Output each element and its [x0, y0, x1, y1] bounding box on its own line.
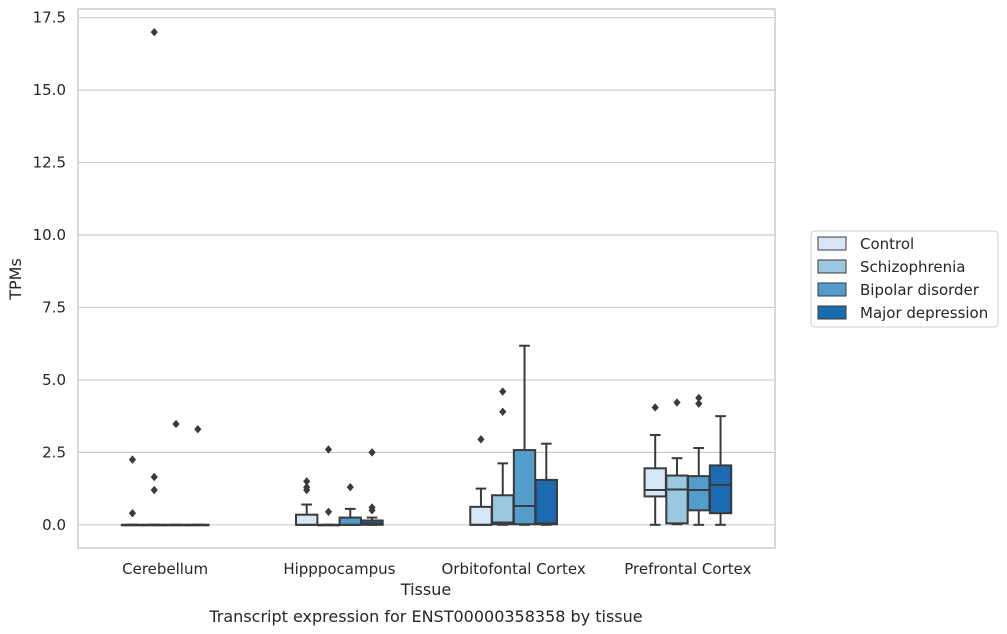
legend-frame: [810, 230, 999, 328]
outlier-point: [324, 507, 333, 516]
outlier-point: [128, 455, 137, 464]
box-schizophrenia: [142, 27, 166, 527]
outlier-point: [150, 472, 158, 482]
outlier-point: [324, 445, 333, 454]
x-axis-label: Tissue: [400, 580, 451, 599]
box-iqr: [512, 449, 537, 526]
legend-swatch: [817, 305, 847, 320]
outlier-point: [346, 482, 354, 492]
outlier-point: [150, 27, 158, 37]
outlier-point: [194, 424, 202, 434]
y-tick-label: 10.0: [33, 226, 66, 244]
legend-label: Major depression: [860, 304, 988, 322]
y-tick-label: 0.0: [42, 516, 66, 534]
box-iqr: [295, 513, 319, 526]
outlier-point: [477, 435, 485, 444]
x-tick-label: Orbitofontal Cortex: [442, 560, 586, 578]
y-tick-label: 7.5: [42, 298, 66, 316]
outlier-point: [303, 482, 311, 492]
box-control: [469, 435, 493, 526]
box-iqr: [643, 467, 667, 498]
outlier-point: [651, 403, 659, 412]
box-series: [120, 27, 733, 527]
box-control: [295, 477, 319, 526]
outlier-point: [499, 387, 507, 396]
legend-label: Control: [860, 235, 914, 253]
box-bipolar-disorder: [687, 393, 711, 526]
box-major-depression: [708, 415, 733, 526]
outlier-point: [172, 419, 180, 429]
legend-label: Bipolar disorder: [860, 281, 980, 299]
outlier-point: [673, 398, 681, 407]
plot-area-frame: [77, 8, 776, 549]
box-iqr: [665, 474, 689, 525]
outlier-point: [303, 477, 311, 486]
y-tick-label: 17.5: [33, 9, 66, 27]
outlier-point: [695, 393, 703, 403]
outlier-point: [150, 485, 158, 495]
y-tick-label: 5.0: [42, 371, 66, 389]
x-tick-label: Hipppocampus: [283, 560, 395, 578]
y-tick-labels: 0.0 2.5 5.0 7.5 10.0 12.5 15.0 17.5: [33, 9, 66, 534]
y-tick-label: 2.5: [42, 443, 66, 461]
box-iqr: [534, 478, 558, 526]
outlier-point: [368, 448, 376, 457]
grid-lines: [78, 17, 775, 526]
outlier-point: [499, 407, 507, 417]
y-tick-label: 12.5: [33, 154, 66, 172]
legend-swatch: [817, 236, 847, 251]
legend: Control Schizophrenia Bipolar disorder Majo…: [810, 230, 999, 328]
box-schizophrenia: [665, 398, 689, 526]
x-tick-labels: Cerebellum Hipppocampus Orbitofontal Corte…: [122, 560, 751, 578]
y-axis-label: TPMs: [6, 258, 25, 301]
box-iqr: [469, 505, 493, 526]
legend-swatch: [817, 259, 847, 274]
legend-label: Schizophrenia: [860, 258, 965, 276]
box-control: [120, 455, 145, 527]
x-tick-label: Prefrontal Cortex: [624, 560, 751, 578]
box-iqr: [491, 494, 515, 526]
outlier-point: [368, 503, 376, 512]
box-major-depression: [360, 448, 384, 526]
box-control: [643, 403, 667, 526]
box-bipolar-disorder: [338, 482, 362, 526]
box-iqr: [338, 516, 362, 526]
box-major-depression: [186, 424, 210, 527]
chart-caption: Transcript expression for ENST0000035835…: [208, 607, 642, 626]
legend-swatch: [817, 282, 847, 297]
box-major-depression: [534, 442, 558, 526]
x-tick-label: Cerebellum: [122, 560, 208, 578]
y-tick-label: 15.0: [33, 81, 66, 99]
box-schizophrenia: [491, 387, 515, 526]
box-schizophrenia: [316, 445, 341, 527]
box-iqr: [708, 464, 733, 515]
box-iqr: [687, 475, 711, 512]
box-bipolar-disorder: [164, 419, 188, 527]
box-bipolar-disorder: [512, 344, 537, 526]
outlier-point: [128, 509, 137, 518]
outlier-point: [695, 399, 703, 408]
